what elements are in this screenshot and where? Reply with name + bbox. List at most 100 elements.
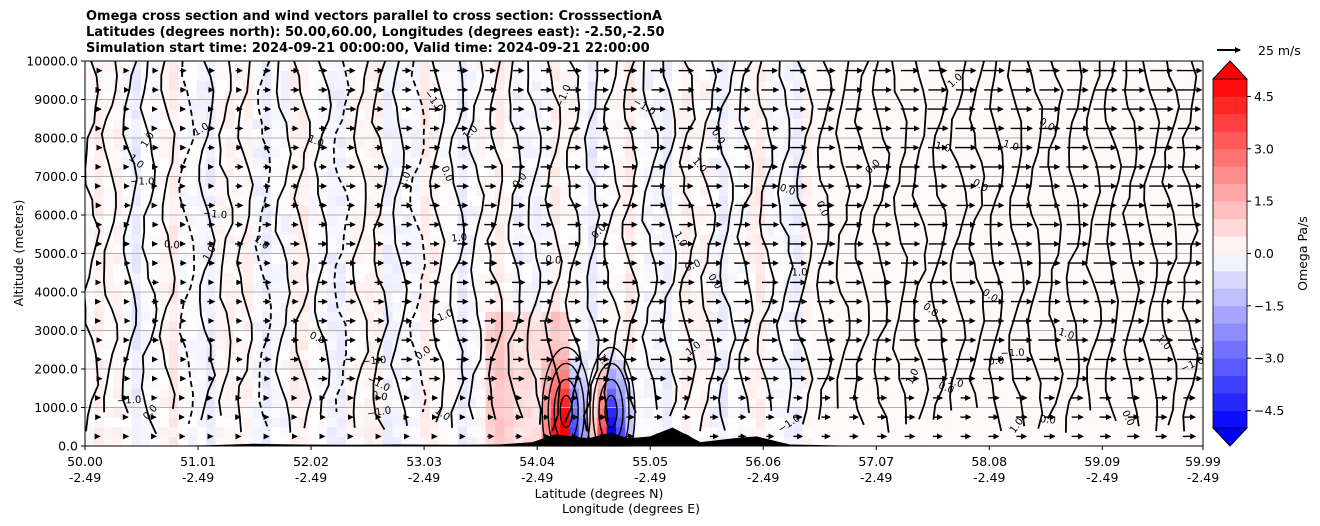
field-cell	[215, 311, 226, 322]
field-cell	[951, 166, 962, 178]
field-cell	[234, 436, 244, 447]
field-cell	[988, 99, 999, 110]
field-cell	[970, 349, 980, 360]
field-cell	[774, 282, 785, 293]
field-cell	[252, 320, 263, 332]
contour-line	[988, 61, 1005, 432]
field-cell	[336, 118, 347, 129]
field-cell	[448, 330, 459, 341]
field-cell	[1184, 330, 1195, 341]
field-cell	[1035, 340, 1046, 351]
field-cell	[998, 138, 1008, 149]
field-cell	[737, 166, 748, 178]
field-cell	[942, 330, 952, 341]
field-cell	[411, 320, 421, 332]
field-cell	[290, 205, 300, 216]
field-cell	[830, 195, 841, 206]
field-cell	[94, 282, 105, 293]
field-cell	[998, 61, 1008, 72]
field-cell	[513, 330, 524, 341]
field-cell	[849, 109, 859, 120]
field-cell	[569, 215, 580, 226]
field-cell	[476, 320, 487, 332]
field-cell	[401, 320, 412, 332]
field-cell	[345, 215, 356, 226]
field-cell	[1175, 166, 1185, 178]
field-cell	[252, 70, 263, 81]
field-cell	[429, 243, 440, 255]
field-cell	[457, 417, 468, 428]
field-cell	[448, 272, 459, 283]
field-cell	[94, 176, 105, 187]
field-cell	[1128, 89, 1139, 101]
field-cell	[215, 253, 226, 264]
field-cell	[187, 292, 198, 303]
field-cell	[867, 99, 878, 110]
field-cell	[644, 282, 654, 293]
field-cell	[746, 61, 757, 72]
field-cell	[1100, 118, 1111, 129]
field-cell	[355, 89, 366, 101]
field-cell	[914, 195, 925, 206]
field-cell	[560, 282, 570, 293]
field-cell	[699, 80, 710, 91]
field-cell	[504, 340, 515, 351]
field-cell	[383, 320, 393, 332]
field-cell	[504, 70, 515, 81]
field-cell	[560, 176, 570, 187]
field-cell	[206, 128, 216, 139]
field-cell	[970, 301, 980, 312]
field-cell	[345, 378, 356, 389]
field-cell	[923, 292, 934, 303]
field-cell	[1016, 70, 1027, 81]
field-cell	[1026, 426, 1036, 437]
field-cell	[644, 89, 654, 101]
field-cell	[355, 99, 366, 110]
field-cell	[290, 157, 300, 168]
field-cell	[457, 330, 468, 341]
field-cell	[1063, 215, 1074, 226]
field-cell	[196, 157, 207, 168]
field-cell	[494, 224, 505, 235]
field-cell	[1053, 426, 1064, 437]
field-cell	[140, 330, 151, 341]
field-cell	[317, 292, 328, 303]
field-cell	[1175, 186, 1185, 197]
field-cell	[699, 224, 710, 235]
field-cell	[271, 109, 282, 120]
field-cell	[308, 417, 319, 428]
field-cell	[849, 243, 859, 255]
field-cell	[299, 330, 310, 341]
field-cell	[113, 359, 123, 370]
field-cell	[867, 272, 878, 283]
field-cell	[709, 397, 720, 409]
field-cell	[1053, 378, 1064, 389]
field-cell	[429, 195, 440, 206]
field-cell	[411, 118, 421, 129]
field-cell	[317, 176, 328, 187]
field-cell	[802, 378, 813, 389]
field-cell	[429, 61, 440, 72]
field-cell	[392, 301, 403, 312]
field-cell	[1193, 417, 1204, 428]
field-cell	[1044, 118, 1055, 129]
field-cell	[252, 369, 263, 380]
field-cell	[793, 205, 803, 216]
field-cell	[196, 215, 207, 226]
field-cell	[839, 407, 850, 418]
field-cell	[970, 282, 980, 293]
field-cell	[699, 349, 710, 360]
field-cell	[420, 330, 431, 341]
field-cell	[1175, 436, 1185, 447]
field-cell	[429, 436, 440, 447]
field-cell	[718, 80, 729, 91]
field-cell	[234, 292, 244, 303]
field-cell	[634, 215, 645, 226]
field-cell	[131, 417, 142, 428]
field-cell	[783, 311, 794, 322]
contour-label: 1.0	[1057, 327, 1076, 343]
field-cell	[439, 320, 449, 332]
field-cell	[168, 330, 179, 341]
field-cell	[662, 243, 673, 255]
field-cell	[1007, 157, 1018, 168]
